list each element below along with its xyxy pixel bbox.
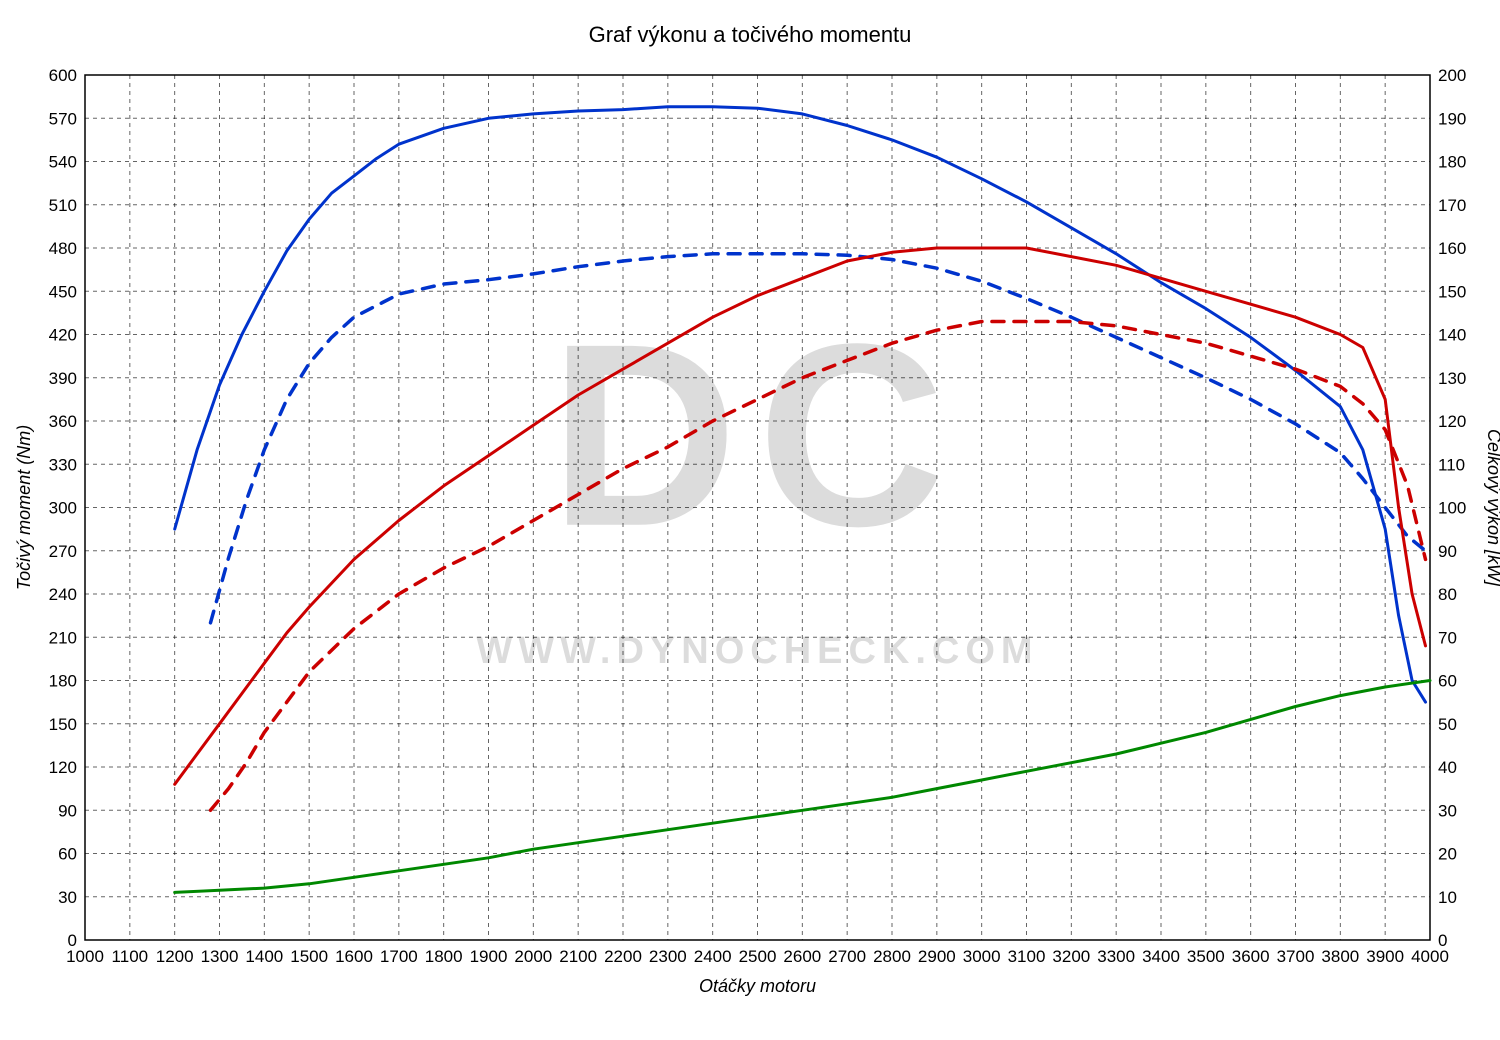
svg-text:Točivý moment (Nm): Točivý moment (Nm)	[14, 425, 34, 590]
svg-text:90: 90	[58, 801, 77, 820]
svg-text:510: 510	[49, 196, 77, 215]
svg-text:190: 190	[1438, 109, 1466, 128]
svg-text:120: 120	[1438, 412, 1466, 431]
svg-text:360: 360	[49, 412, 77, 431]
svg-text:Otáčky motoru: Otáčky motoru	[699, 976, 816, 996]
svg-text:50: 50	[1438, 715, 1457, 734]
svg-text:240: 240	[49, 585, 77, 604]
svg-text:30: 30	[58, 888, 77, 907]
svg-text:3800: 3800	[1321, 947, 1359, 966]
svg-text:Celkový výkon [kW]: Celkový výkon [kW]	[1484, 429, 1500, 587]
svg-text:2700: 2700	[828, 947, 866, 966]
svg-text:1900: 1900	[470, 947, 508, 966]
dyno-chart: Graf výkonu a točivého momentu DCWWW.DYN…	[0, 0, 1500, 1040]
svg-text:70: 70	[1438, 628, 1457, 647]
svg-text:3900: 3900	[1366, 947, 1404, 966]
svg-text:0: 0	[68, 931, 77, 950]
svg-text:180: 180	[49, 672, 77, 691]
svg-text:1700: 1700	[380, 947, 418, 966]
svg-text:110: 110	[1438, 455, 1465, 474]
svg-text:570: 570	[49, 109, 77, 128]
svg-text:1200: 1200	[156, 947, 194, 966]
svg-text:3600: 3600	[1232, 947, 1270, 966]
svg-text:2800: 2800	[873, 947, 911, 966]
svg-text:3700: 3700	[1277, 947, 1315, 966]
svg-text:1400: 1400	[245, 947, 283, 966]
svg-text:80: 80	[1438, 585, 1457, 604]
svg-text:600: 600	[49, 66, 77, 85]
svg-text:0: 0	[1438, 931, 1447, 950]
svg-text:3500: 3500	[1187, 947, 1225, 966]
svg-text:390: 390	[49, 369, 77, 388]
svg-text:2300: 2300	[649, 947, 687, 966]
svg-text:300: 300	[49, 499, 77, 518]
svg-text:100: 100	[1438, 499, 1466, 518]
svg-text:2200: 2200	[604, 947, 642, 966]
svg-text:1800: 1800	[425, 947, 463, 966]
svg-text:60: 60	[1438, 672, 1457, 691]
svg-text:540: 540	[49, 153, 77, 172]
svg-text:2600: 2600	[783, 947, 821, 966]
svg-text:3100: 3100	[1008, 947, 1046, 966]
svg-text:150: 150	[1438, 282, 1466, 301]
svg-text:1300: 1300	[201, 947, 239, 966]
svg-text:3200: 3200	[1052, 947, 1090, 966]
svg-text:30: 30	[1438, 801, 1457, 820]
svg-text:180: 180	[1438, 153, 1466, 172]
svg-text:150: 150	[49, 715, 77, 734]
chart-svg: DCWWW.DYNOCHECK.COM100011001200130014001…	[0, 0, 1500, 1040]
svg-text:2100: 2100	[559, 947, 597, 966]
svg-text:1500: 1500	[290, 947, 328, 966]
svg-text:40: 40	[1438, 758, 1457, 777]
svg-text:200: 200	[1438, 66, 1466, 85]
svg-text:2500: 2500	[739, 947, 777, 966]
svg-text:2000: 2000	[514, 947, 552, 966]
svg-text:60: 60	[58, 845, 77, 864]
svg-text:1600: 1600	[335, 947, 373, 966]
svg-text:140: 140	[1438, 326, 1466, 345]
chart-title: Graf výkonu a točivého momentu	[0, 22, 1500, 48]
svg-text:3300: 3300	[1097, 947, 1135, 966]
svg-text:2400: 2400	[694, 947, 732, 966]
svg-text:20: 20	[1438, 845, 1457, 864]
svg-text:270: 270	[49, 542, 77, 561]
svg-text:10: 10	[1438, 888, 1457, 907]
svg-text:480: 480	[49, 239, 77, 258]
svg-text:3400: 3400	[1142, 947, 1180, 966]
svg-text:330: 330	[49, 455, 77, 474]
svg-text:420: 420	[49, 326, 77, 345]
svg-text:170: 170	[1438, 196, 1466, 215]
svg-text:90: 90	[1438, 542, 1457, 561]
svg-text:130: 130	[1438, 369, 1466, 388]
svg-text:3000: 3000	[963, 947, 1001, 966]
svg-text:1100: 1100	[112, 947, 149, 966]
svg-text:2900: 2900	[918, 947, 956, 966]
svg-text:450: 450	[49, 282, 77, 301]
svg-text:160: 160	[1438, 239, 1466, 258]
svg-text:210: 210	[49, 628, 77, 647]
svg-text:120: 120	[49, 758, 77, 777]
